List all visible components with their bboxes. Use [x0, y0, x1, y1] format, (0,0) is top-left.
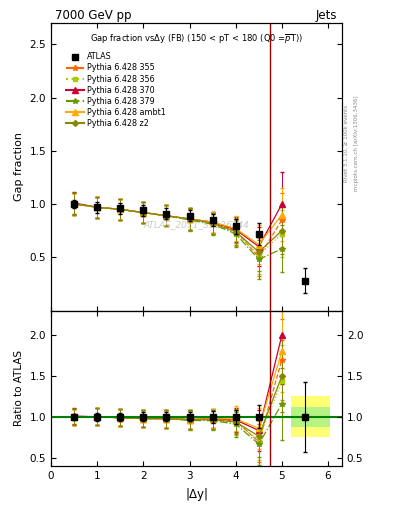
Text: Rivet 3.1.10, ≥ 100k events: Rivet 3.1.10, ≥ 100k events: [344, 105, 349, 182]
Text: ATLAS_2011_S9126244: ATLAS_2011_S9126244: [143, 220, 250, 229]
X-axis label: |$\Delta$y|: |$\Delta$y|: [185, 486, 208, 503]
Text: mcplots.cern.ch [arXiv:1306.3436]: mcplots.cern.ch [arXiv:1306.3436]: [354, 96, 359, 191]
Y-axis label: Ratio to ATLAS: Ratio to ATLAS: [14, 350, 24, 426]
Text: 7000 GeV pp: 7000 GeV pp: [55, 9, 132, 22]
Bar: [291, 407, 331, 426]
Bar: [291, 396, 331, 437]
Text: Jets: Jets: [316, 9, 338, 22]
Y-axis label: Gap fraction: Gap fraction: [14, 132, 24, 201]
Text: Gap fraction vs$\Delta$y (FB) (150 < pT < 180 (Q0 =$\overline{p}$T)): Gap fraction vs$\Delta$y (FB) (150 < pT …: [90, 32, 303, 46]
Legend: ATLAS, Pythia 6.428 355, Pythia 6.428 356, Pythia 6.428 370, Pythia 6.428 379, P: ATLAS, Pythia 6.428 355, Pythia 6.428 35…: [64, 50, 168, 130]
